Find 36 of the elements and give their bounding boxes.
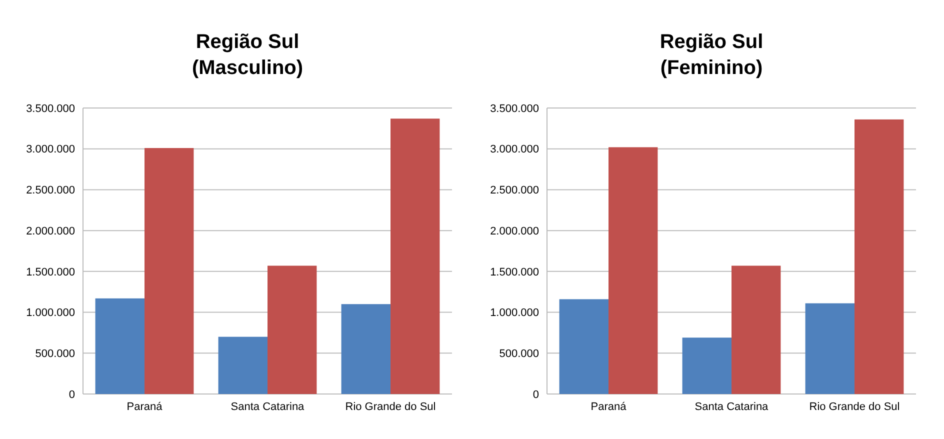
bar [608, 147, 658, 394]
bar [268, 266, 317, 394]
x-tick-label: Rio Grande do Sul [345, 401, 436, 413]
bar [559, 299, 608, 394]
bar [682, 338, 732, 394]
bar [95, 298, 144, 394]
x-tick-label: Rio Grande do Sul [809, 401, 900, 413]
bar [732, 266, 781, 394]
y-tick-label: 1.500.000 [490, 266, 539, 278]
x-tick-label: Santa Catarina [694, 401, 770, 413]
y-tick-label: 2.500.000 [490, 184, 539, 197]
y-tick-label: 0 [68, 388, 75, 401]
y-tick-label: 500.000 [499, 348, 539, 360]
y-tick-label: 1.000.000 [490, 307, 539, 320]
y-tick-label: 3.500.000 [490, 102, 539, 115]
chart-title: Região Sul (Masculino) [192, 31, 304, 79]
y-tick-label: 2.000.000 [26, 225, 75, 238]
bar [144, 148, 194, 394]
x-tick-label: Paraná [126, 401, 164, 413]
x-tick-label: Paraná [590, 401, 628, 413]
y-tick-label: 3.000.000 [490, 144, 539, 156]
y-tick-label: 500.000 [35, 348, 75, 360]
bar [805, 303, 854, 394]
y-tick-label: 1.500.000 [26, 266, 75, 278]
y-tick-label: 3.500.000 [26, 102, 75, 115]
y-tick-label: 3.000.000 [26, 144, 75, 156]
y-tick-label: 2.000.000 [490, 225, 539, 238]
y-tick-label: 0 [532, 388, 539, 401]
bar [390, 118, 440, 394]
bar [341, 304, 390, 394]
y-tick-label: 1.000.000 [26, 307, 75, 320]
bar [854, 119, 904, 394]
y-tick-label: 2.500.000 [26, 184, 75, 197]
bar [218, 336, 268, 394]
chart-title: Região Sul (Feminino) [660, 31, 764, 79]
x-tick-label: Santa Catarina [230, 401, 306, 413]
